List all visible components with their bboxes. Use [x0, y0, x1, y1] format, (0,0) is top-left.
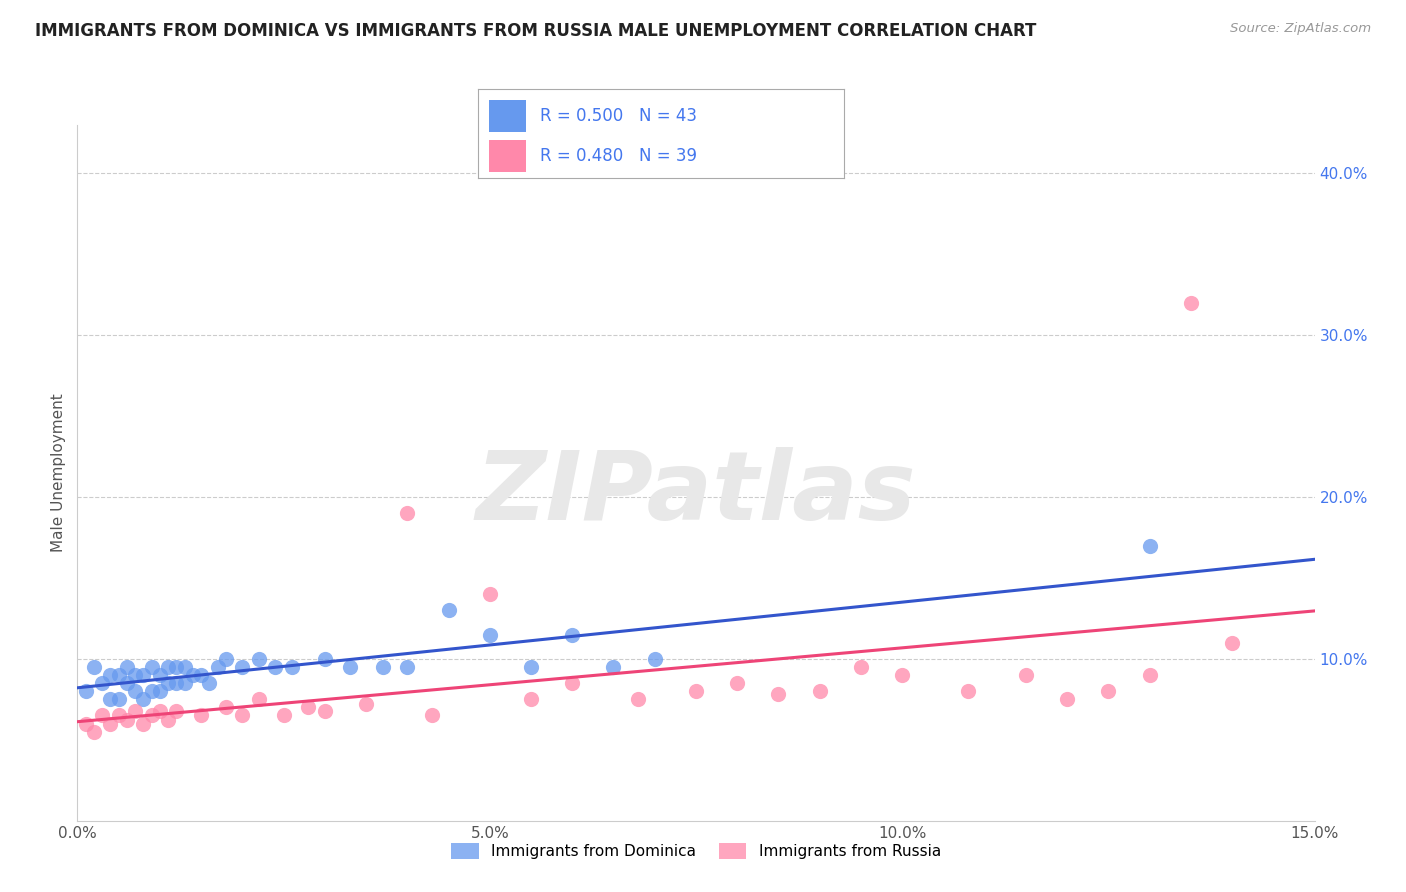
Point [339, 660, 361, 674]
Point [115, 714, 138, 728]
Point [396, 506, 419, 520]
Point [520, 692, 543, 706]
Point [141, 684, 163, 698]
FancyBboxPatch shape [489, 140, 526, 172]
Point [520, 660, 543, 674]
Point [98, 716, 121, 731]
Point [173, 660, 195, 674]
Point [181, 668, 204, 682]
Point [124, 684, 146, 698]
Point [644, 652, 666, 666]
Text: R = 0.500   N = 43: R = 0.500 N = 43 [540, 107, 697, 125]
Point [1139, 539, 1161, 553]
Point [149, 684, 172, 698]
Point [725, 676, 748, 690]
Point [91, 708, 114, 723]
Point [957, 684, 980, 698]
Point [1097, 684, 1119, 698]
Point [157, 676, 180, 690]
Point [1139, 668, 1161, 682]
Point [141, 660, 163, 674]
Point [149, 704, 172, 718]
Point [124, 704, 146, 718]
Point [98, 692, 121, 706]
Point [354, 697, 377, 711]
Point [371, 660, 394, 674]
Point [1015, 668, 1038, 682]
Point [478, 627, 501, 641]
Text: ZIPatlas: ZIPatlas [475, 447, 917, 541]
Point [478, 587, 501, 601]
Point [808, 684, 831, 698]
Text: IMMIGRANTS FROM DOMINICA VS IMMIGRANTS FROM RUSSIA MALE UNEMPLOYMENT CORRELATION: IMMIGRANTS FROM DOMINICA VS IMMIGRANTS F… [35, 22, 1036, 40]
Point [75, 716, 97, 731]
Point [281, 660, 304, 674]
Point [149, 668, 172, 682]
Point [165, 660, 187, 674]
Legend: Immigrants from Dominica, Immigrants from Russia: Immigrants from Dominica, Immigrants fro… [446, 837, 946, 865]
Point [107, 708, 129, 723]
Point [165, 704, 187, 718]
Point [247, 692, 270, 706]
Point [132, 668, 155, 682]
Point [891, 668, 914, 682]
Point [141, 708, 163, 723]
Point [849, 660, 872, 674]
Point [207, 660, 229, 674]
Point [247, 652, 270, 666]
Point [75, 684, 97, 698]
Point [124, 668, 146, 682]
Point [115, 676, 138, 690]
Point [561, 676, 583, 690]
Point [83, 660, 105, 674]
Y-axis label: Male Unemployment: Male Unemployment [51, 393, 66, 552]
Point [190, 668, 212, 682]
Point [1180, 296, 1202, 310]
Point [115, 660, 138, 674]
Point [1220, 635, 1243, 649]
Point [157, 660, 180, 674]
Point [768, 688, 790, 702]
Point [190, 708, 212, 723]
Point [437, 603, 460, 617]
Point [98, 668, 121, 682]
Point [561, 627, 583, 641]
Point [173, 676, 195, 690]
Point [83, 724, 105, 739]
Point [165, 676, 187, 690]
Point [314, 652, 336, 666]
Point [215, 652, 238, 666]
Point [107, 692, 129, 706]
Point [215, 700, 238, 714]
Point [231, 708, 253, 723]
Point [627, 692, 650, 706]
Point [231, 660, 253, 674]
Point [91, 676, 114, 690]
Point [685, 684, 707, 698]
Point [314, 704, 336, 718]
Point [132, 716, 155, 731]
Point [273, 708, 295, 723]
Point [107, 668, 129, 682]
Point [297, 700, 319, 714]
Point [264, 660, 287, 674]
Point [132, 692, 155, 706]
Text: R = 0.480   N = 39: R = 0.480 N = 39 [540, 147, 697, 165]
Point [1056, 692, 1078, 706]
Point [198, 676, 221, 690]
FancyBboxPatch shape [489, 100, 526, 132]
Point [602, 660, 624, 674]
Point [420, 708, 443, 723]
Point [157, 714, 180, 728]
Point [396, 660, 419, 674]
Text: Source: ZipAtlas.com: Source: ZipAtlas.com [1230, 22, 1371, 36]
